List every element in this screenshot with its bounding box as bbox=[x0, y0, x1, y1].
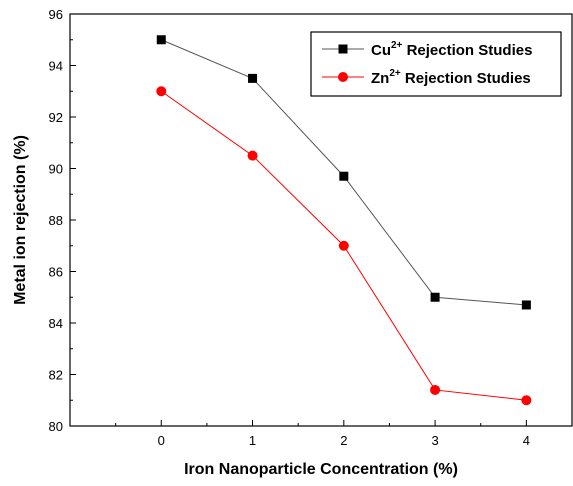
data-point bbox=[338, 240, 349, 251]
y-tick-label: 92 bbox=[49, 110, 63, 125]
legend-entry: Cu2+ Rejection Studies bbox=[322, 40, 532, 59]
x-tick-label: 1 bbox=[249, 433, 256, 448]
y-tick-label: 90 bbox=[49, 162, 63, 177]
x-tick-label: 0 bbox=[158, 433, 165, 448]
data-point bbox=[339, 171, 349, 181]
legend: Cu2+ Rejection Studies Zn2+ Rejection Stu… bbox=[310, 31, 562, 97]
data-point bbox=[430, 292, 440, 302]
legend-marker bbox=[338, 72, 348, 82]
y-axis: 80 82 84 86 88 90 92 94 96 bbox=[49, 7, 76, 434]
legend-marker bbox=[338, 44, 348, 54]
x-tick-label: 4 bbox=[523, 433, 530, 448]
legend-label: Cu2+ Rejection Studies bbox=[371, 40, 532, 59]
data-point bbox=[247, 150, 258, 161]
y-tick-label: 80 bbox=[49, 419, 63, 434]
legend-entry: Zn2+ Rejection Studies bbox=[322, 68, 531, 87]
data-point bbox=[521, 300, 531, 310]
x-tick-label: 2 bbox=[340, 433, 347, 448]
y-tick-label: 86 bbox=[49, 265, 63, 280]
y-tick-label: 84 bbox=[49, 316, 63, 331]
data-point bbox=[248, 73, 258, 83]
legend-label: Zn2+ Rejection Studies bbox=[371, 68, 531, 87]
y-axis-title: Metal ion rejection (%) bbox=[12, 135, 29, 305]
y-tick-label: 82 bbox=[49, 368, 63, 383]
data-point bbox=[430, 384, 441, 395]
y-tick-label: 94 bbox=[49, 59, 63, 74]
series-zn bbox=[156, 86, 532, 406]
legend-box bbox=[310, 31, 562, 97]
series-layer bbox=[156, 35, 532, 406]
x-tick-label: 3 bbox=[431, 433, 438, 448]
x-axis-title: Iron Nanoparticle Concentration (%) bbox=[184, 461, 458, 478]
y-tick-label: 96 bbox=[49, 7, 63, 22]
data-point bbox=[156, 35, 166, 45]
series-cu bbox=[156, 35, 531, 310]
data-point bbox=[521, 395, 532, 406]
x-axis: 0 1 2 3 4 bbox=[115, 420, 530, 448]
data-point bbox=[156, 86, 167, 97]
y-tick-label: 88 bbox=[49, 213, 63, 228]
